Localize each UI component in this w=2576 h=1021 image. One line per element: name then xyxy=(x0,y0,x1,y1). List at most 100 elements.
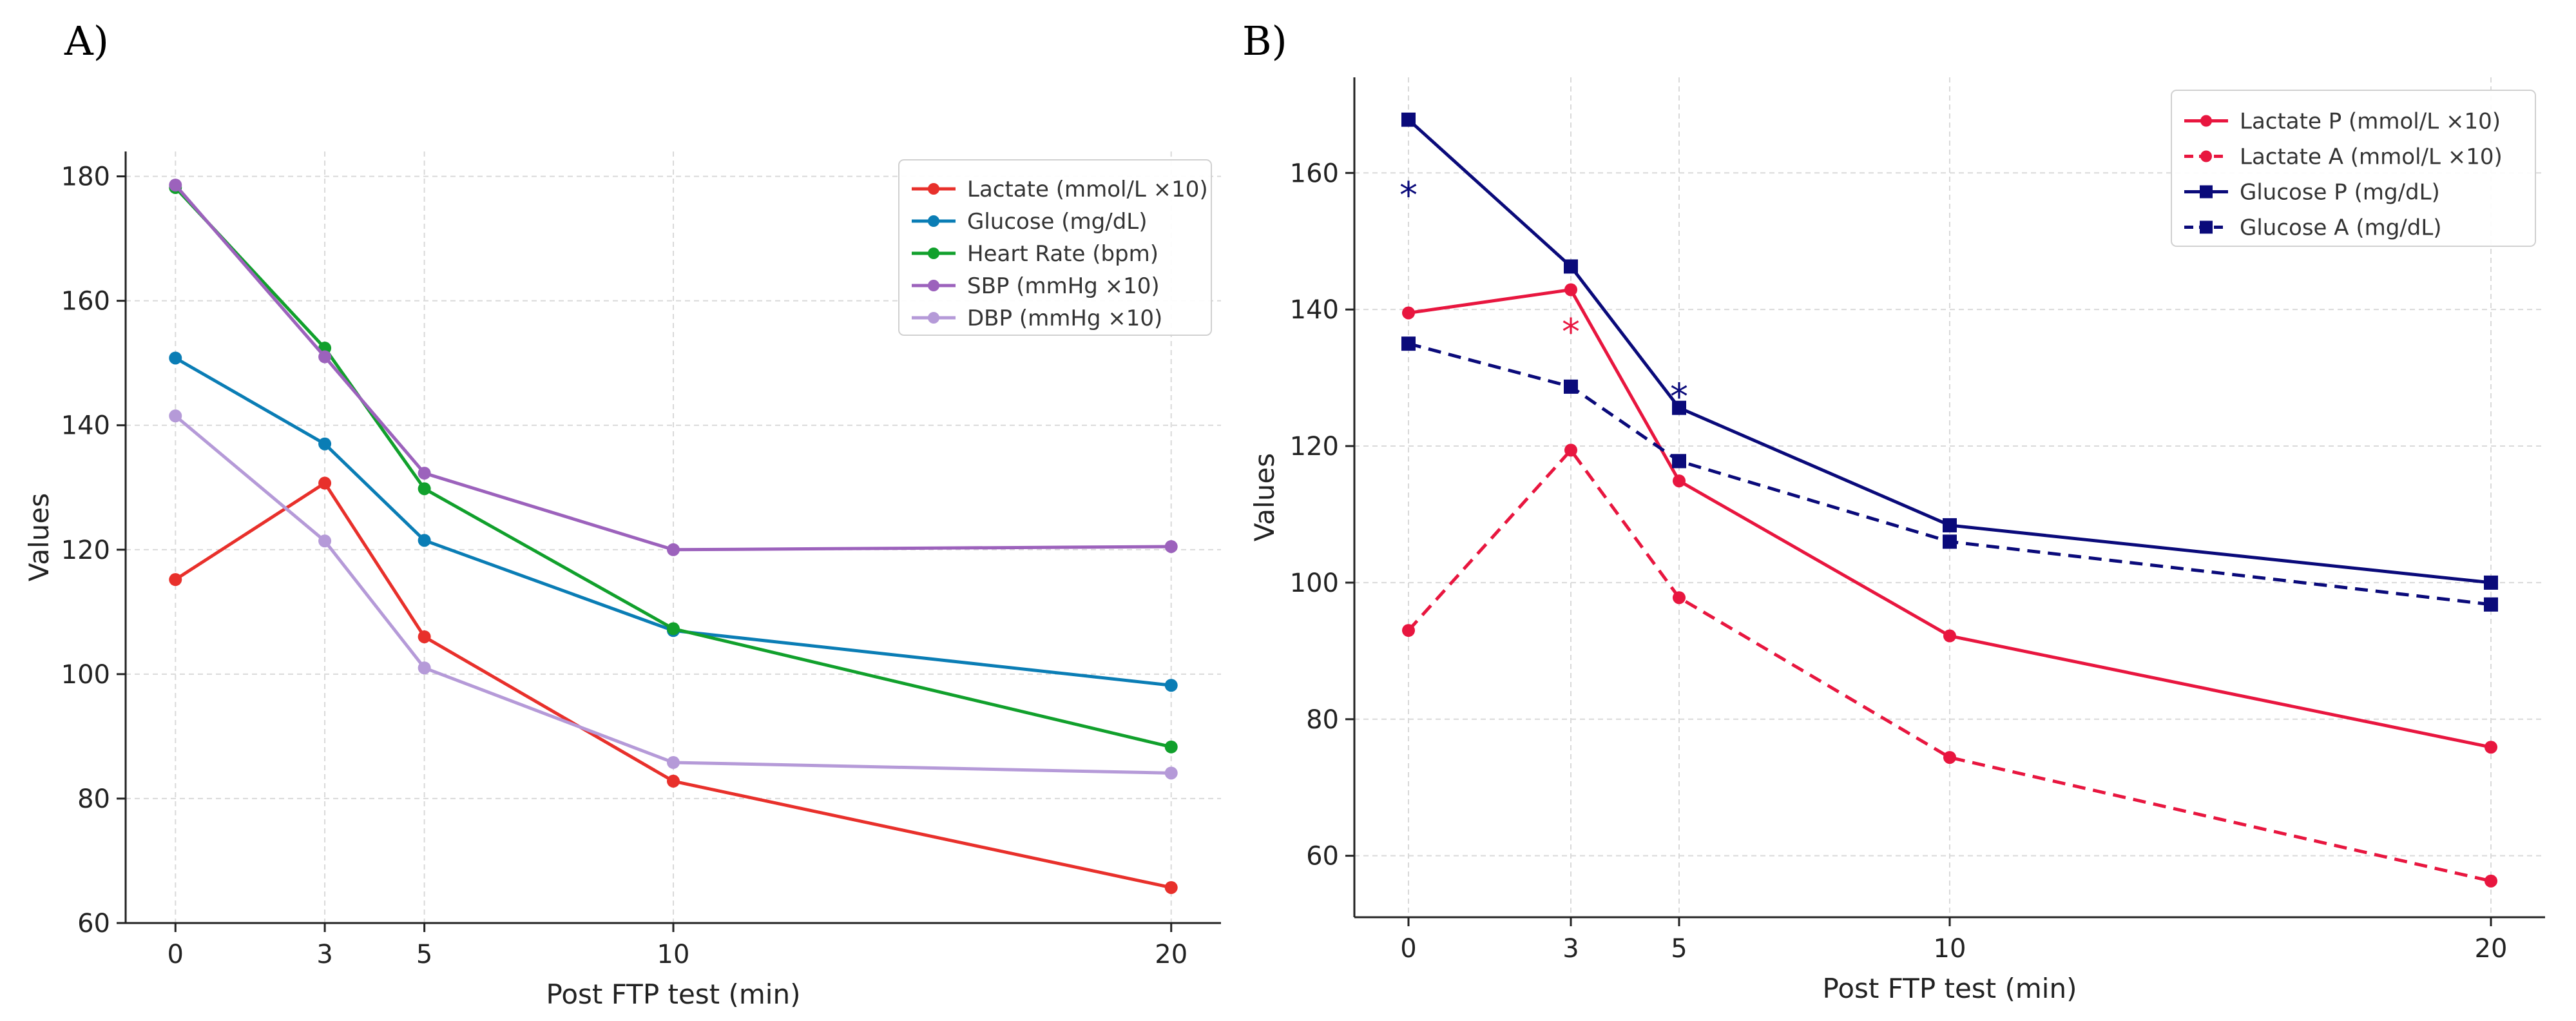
data-point xyxy=(1164,880,1178,894)
legend-swatch-marker xyxy=(2200,220,2213,234)
y-tick-label: 60 xyxy=(77,909,110,938)
x-tick-label: 3 xyxy=(316,940,332,969)
data-point xyxy=(1164,540,1178,553)
significance-marker: * xyxy=(1670,376,1688,418)
y-tick-label: 60 xyxy=(1306,842,1339,871)
y-tick-label: 120 xyxy=(1290,432,1339,462)
legend-label: Lactate (mmol/L ×10) xyxy=(967,177,1208,202)
data-point xyxy=(1672,400,1686,415)
data-point xyxy=(1943,518,1957,532)
legend-box xyxy=(2171,90,2536,247)
data-point xyxy=(1402,624,1415,637)
legend-swatch-marker xyxy=(2200,115,2212,127)
series-2 xyxy=(1401,112,2498,590)
data-point xyxy=(1564,283,1577,297)
data-point xyxy=(1164,740,1178,754)
y-tick-label: 140 xyxy=(1290,295,1339,325)
data-point xyxy=(1402,306,1415,320)
data-point xyxy=(318,437,332,451)
data-point xyxy=(1943,751,1956,764)
data-point xyxy=(169,573,182,587)
data-point xyxy=(1401,112,1416,127)
data-point xyxy=(169,351,182,365)
legend: Lactate (mmol/L ×10) Glucose (mg/dL) Heart… xyxy=(898,159,1212,336)
legend: Lactate P (mmol/L ×10) Lactate A (mmol/L … xyxy=(2171,90,2536,247)
data-point xyxy=(418,630,431,643)
y-axis-title: Values xyxy=(23,493,55,581)
legend-label: Glucose A (mg/dL) xyxy=(2240,215,2442,241)
y-tick-label: 180 xyxy=(61,162,110,192)
data-point xyxy=(1943,629,1956,643)
data-point xyxy=(1164,766,1178,780)
legend-box xyxy=(898,159,1212,336)
legend-swatch-marker xyxy=(2200,185,2213,199)
y-tick-label: 100 xyxy=(1290,569,1339,598)
legend-swatch-marker xyxy=(2200,150,2212,162)
y-tick-label: 120 xyxy=(61,536,110,565)
chart-panel-a: A) 0 3 5 10 20 60 80 100 120 140 160 180 Post FTP tes… xyxy=(23,17,1221,1010)
x-tick-label: 5 xyxy=(1671,934,1687,964)
data-point xyxy=(318,476,332,490)
x-tick-label: 5 xyxy=(416,940,432,969)
significance-marker: * xyxy=(1562,311,1580,353)
y-tick-label: 80 xyxy=(1306,705,1339,735)
y-tick-label: 80 xyxy=(77,784,110,814)
data-point xyxy=(2484,597,2498,612)
series-1 xyxy=(1402,443,2497,888)
x-tick-label: 20 xyxy=(2475,934,2508,964)
data-point xyxy=(418,482,431,496)
data-point xyxy=(1401,336,1416,351)
legend-swatch-marker xyxy=(928,248,939,259)
data-point xyxy=(318,350,332,364)
legend-label: DBP (mmHg ×10) xyxy=(967,306,1162,331)
data-point xyxy=(1564,259,1578,274)
panel-label: B) xyxy=(1242,17,1287,64)
series-0 xyxy=(1402,283,2497,754)
panel-label: A) xyxy=(64,17,109,64)
legend-label: SBP (mmHg ×10) xyxy=(967,273,1160,299)
x-tick-label: 0 xyxy=(168,940,184,969)
data-point xyxy=(667,622,680,636)
data-point xyxy=(1943,534,1957,549)
y-tick-label: 140 xyxy=(61,411,110,441)
x-tick-label: 20 xyxy=(1155,940,1187,969)
legend-swatch-marker xyxy=(928,280,939,291)
legend-swatch-marker xyxy=(928,312,939,324)
data-point xyxy=(1564,379,1578,394)
data-point xyxy=(169,179,182,192)
legend-swatch-marker xyxy=(928,215,939,227)
x-tick-label: 0 xyxy=(1400,934,1416,964)
series-4 xyxy=(169,409,1178,780)
data-point xyxy=(2484,575,2498,590)
x-tick-label: 3 xyxy=(1562,934,1579,964)
legend-label: Glucose P (mg/dL) xyxy=(2240,180,2440,206)
data-point xyxy=(418,467,431,480)
data-point xyxy=(169,409,182,423)
legend-swatch-marker xyxy=(928,183,939,195)
legend-label: Heart Rate (bpm) xyxy=(967,241,1158,267)
series-3 xyxy=(169,179,1178,556)
y-tick-label: 160 xyxy=(61,287,110,316)
series-0 xyxy=(169,476,1178,894)
data-point xyxy=(2485,874,2497,888)
data-point xyxy=(1672,454,1686,469)
data-point xyxy=(667,755,680,769)
y-axis-title: Values xyxy=(1249,453,1280,541)
data-point xyxy=(318,534,332,548)
x-tick-label: 10 xyxy=(1934,934,1966,964)
legend-label: Lactate A (mmol/L ×10) xyxy=(2240,144,2503,170)
data-point xyxy=(1673,474,1686,488)
data-point xyxy=(1164,679,1178,692)
legend-label: Lactate P (mmol/L ×10) xyxy=(2240,109,2501,135)
data-point xyxy=(667,543,680,556)
data-point xyxy=(418,661,431,675)
data-point xyxy=(667,774,680,788)
data-point xyxy=(1673,591,1686,605)
data-point xyxy=(2485,741,2497,754)
x-axis-title: Post FTP test (min) xyxy=(1823,973,2077,1004)
x-axis-title: Post FTP test (min) xyxy=(546,978,801,1010)
y-tick-label: 100 xyxy=(61,660,110,690)
significance-marker: * xyxy=(1399,175,1418,217)
series-3 xyxy=(1401,336,2498,612)
